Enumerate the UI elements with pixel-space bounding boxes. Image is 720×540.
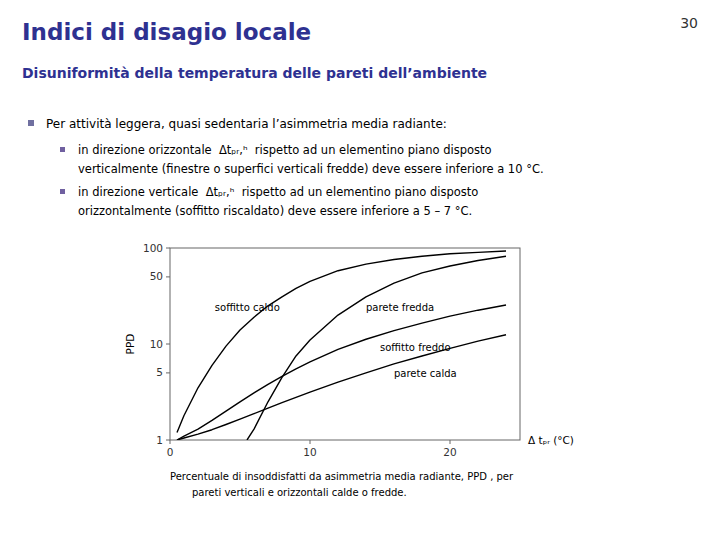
note: Per attività leggera, quasi sedentaria l… [46,117,447,131]
title: Indici di disagio locale [22,19,311,45]
curve-label: soffitto caldo [215,302,280,313]
page: 30 Indici di disagio locale Disuniformità … [0,0,720,540]
y-tick [166,248,170,249]
y-tick [166,276,170,277]
note: in direzione verticale Δtₚᵣ,ʰ rispetto a… [78,185,478,199]
y-tick [166,440,170,441]
x-tick [450,440,451,444]
bullet-icon [60,189,65,194]
y-tick-label: 10 [150,338,163,350]
curve-label: soffitto freddo [380,342,451,353]
series-line [177,305,506,440]
curve-label: parete fredda [366,302,434,313]
subtitle: Disuniformità della temperatura delle pa… [22,65,487,81]
caption: Percentuale di insoddisfatti da asimmetr… [170,471,514,482]
x-tick-label: 20 [443,446,456,458]
y-tick-label: 1 [156,434,163,446]
note: in direzione orizzontale Δtₚᵣ,ʰ rispetto… [78,143,492,157]
caption: pareti verticali e orizzontali calde o f… [192,487,407,498]
x-tick-label: 0 [167,446,174,458]
background [0,0,720,540]
series-group [177,251,506,440]
x-tick-label: 10 [303,446,316,458]
y-tick [166,372,170,373]
note: orizzontalmente (soffitto riscaldato) de… [78,204,472,218]
y-tick [166,344,170,345]
series-line [247,256,506,440]
x-tick [310,440,311,444]
y-tick-label: 100 [143,242,163,254]
x-tick [170,440,171,444]
series-line [177,251,506,432]
bullet-icon [28,120,34,126]
note: verticalmente (finestre o superfici vert… [78,162,544,176]
y-axis-label: PPD [124,334,136,355]
y-tick-label: 50 [150,270,163,282]
page-number: 30 [680,15,698,31]
plot-frame [170,248,520,440]
y-tick-label: 5 [156,366,163,378]
bullet-icon [60,147,65,152]
curve-label: parete calda [394,368,457,379]
x-axis-label: Δ tₚᵣ (°C) [528,434,574,446]
series-line [177,335,506,440]
